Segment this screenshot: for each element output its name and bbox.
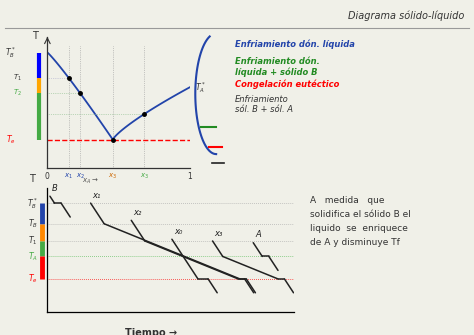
Text: x₀: x₀ <box>174 227 182 236</box>
Text: Congelación eutéctico: Congelación eutéctico <box>235 80 339 89</box>
Text: $x_A \rightarrow$: $x_A \rightarrow$ <box>82 177 99 186</box>
Text: Tiempo →: Tiempo → <box>125 328 177 335</box>
Text: 1: 1 <box>187 172 192 181</box>
Text: A: A <box>255 230 261 239</box>
Text: $T_A$: $T_A$ <box>27 250 37 263</box>
Text: $T_B$: $T_B$ <box>27 217 37 230</box>
Text: $x_1$: $x_1$ <box>64 172 73 181</box>
Text: $T_e$: $T_e$ <box>6 133 16 146</box>
Text: x₃: x₃ <box>215 228 223 238</box>
Text: Enfriamiento dón. líquida: Enfriamiento dón. líquida <box>235 40 355 49</box>
Text: $T_1$: $T_1$ <box>28 235 37 247</box>
Text: Diagrama sólido-líquido: Diagrama sólido-líquido <box>348 10 465 20</box>
Text: $x_3$: $x_3$ <box>139 172 149 181</box>
Text: B: B <box>52 184 58 193</box>
Text: $T_A^*$: $T_A^*$ <box>195 80 206 95</box>
Text: T: T <box>32 31 37 41</box>
Text: x₂: x₂ <box>133 208 142 217</box>
Text: $T_B^*$: $T_B^*$ <box>27 196 37 210</box>
Text: $T_2$: $T_2$ <box>13 88 22 98</box>
Text: $T_e$: $T_e$ <box>28 273 37 285</box>
Text: A   medida   que
solidifica el sólido B el
liquido  se  enriquece
de A y disminu: A medida que solidifica el sólido B el l… <box>310 196 411 247</box>
Text: T: T <box>29 174 35 184</box>
Text: $T_1$: $T_1$ <box>13 73 22 83</box>
Text: Enfriamiento dón.
líquida + sólido B: Enfriamiento dón. líquida + sólido B <box>235 57 319 77</box>
Text: Enfriamiento
sól. B + sól. A: Enfriamiento sól. B + sól. A <box>235 95 292 114</box>
Text: 0: 0 <box>45 172 50 181</box>
Text: $x_2$: $x_2$ <box>76 172 84 181</box>
Text: x₁: x₁ <box>92 191 101 200</box>
Text: $T_B^*$: $T_B^*$ <box>5 45 16 60</box>
Text: $x_3$: $x_3$ <box>108 172 118 181</box>
